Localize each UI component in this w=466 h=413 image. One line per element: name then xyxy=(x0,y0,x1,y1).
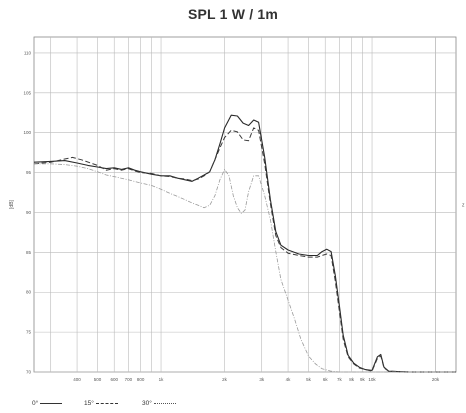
y-tick-label: 105 xyxy=(23,90,31,95)
y-tick-label: 80 xyxy=(26,290,32,295)
x-tick-label: 400 xyxy=(73,377,81,382)
legend-item-0deg: 0° xyxy=(32,400,63,407)
x-tick-label: 10k xyxy=(368,377,376,382)
y-tick-label: 100 xyxy=(23,130,31,135)
x-tick-label: 4k xyxy=(286,377,292,382)
x-tick-label: 2k xyxy=(222,377,228,382)
y-tick-label: 90 xyxy=(26,210,32,215)
x-tick-label: 700 xyxy=(125,377,133,382)
legend: 0° 15° 30° xyxy=(32,400,232,412)
series-lines xyxy=(33,114,456,373)
series-line-dashed xyxy=(33,127,456,373)
x-tick-label: 1k xyxy=(159,377,165,382)
legend-swatch-solid xyxy=(40,402,63,404)
series-line-dashdot xyxy=(34,163,456,373)
x-tick-label: 20k xyxy=(432,377,440,382)
legend-item-30deg: 30° xyxy=(142,400,176,407)
x-tick-label: 3k xyxy=(259,377,265,382)
x-tick-label: 5k xyxy=(306,377,312,382)
series-line-solid xyxy=(33,114,456,373)
x-tick-label: 6k xyxy=(323,377,329,382)
chart-title: SPL 1 W / 1m xyxy=(187,6,279,22)
legend-swatch-dashdot xyxy=(153,402,176,404)
y-axis-unit-label: [dB] xyxy=(9,199,15,209)
y-tick-label: 75 xyxy=(26,330,32,335)
x-tick-label: 8k xyxy=(349,377,355,382)
legend-label: 0° xyxy=(32,400,39,407)
x-tick-label: 7k xyxy=(337,377,343,382)
grid xyxy=(33,36,457,373)
x-tick-label: 800 xyxy=(137,377,145,382)
legend-item-15deg: 15° xyxy=(84,400,118,407)
y-tick-label: 110 xyxy=(24,50,32,55)
legend-label: 15° xyxy=(84,400,94,407)
right-axis-label: z xyxy=(462,203,465,209)
y-tick-label: 95 xyxy=(26,170,32,175)
x-tick-label: 600 xyxy=(110,377,118,382)
x-tick-label: 9k xyxy=(360,377,366,382)
legend-label: 30° xyxy=(142,400,152,407)
y-tick-label: 70 xyxy=(26,370,32,375)
y-tick-label: 85 xyxy=(26,250,32,255)
legend-swatch-dashed xyxy=(95,402,118,404)
x-tick-label: 500 xyxy=(94,377,102,382)
tick-labels: 70 75 80 85 90 95 100 105 110 400 500 600 700 800 1k 2k… xyxy=(23,50,439,382)
